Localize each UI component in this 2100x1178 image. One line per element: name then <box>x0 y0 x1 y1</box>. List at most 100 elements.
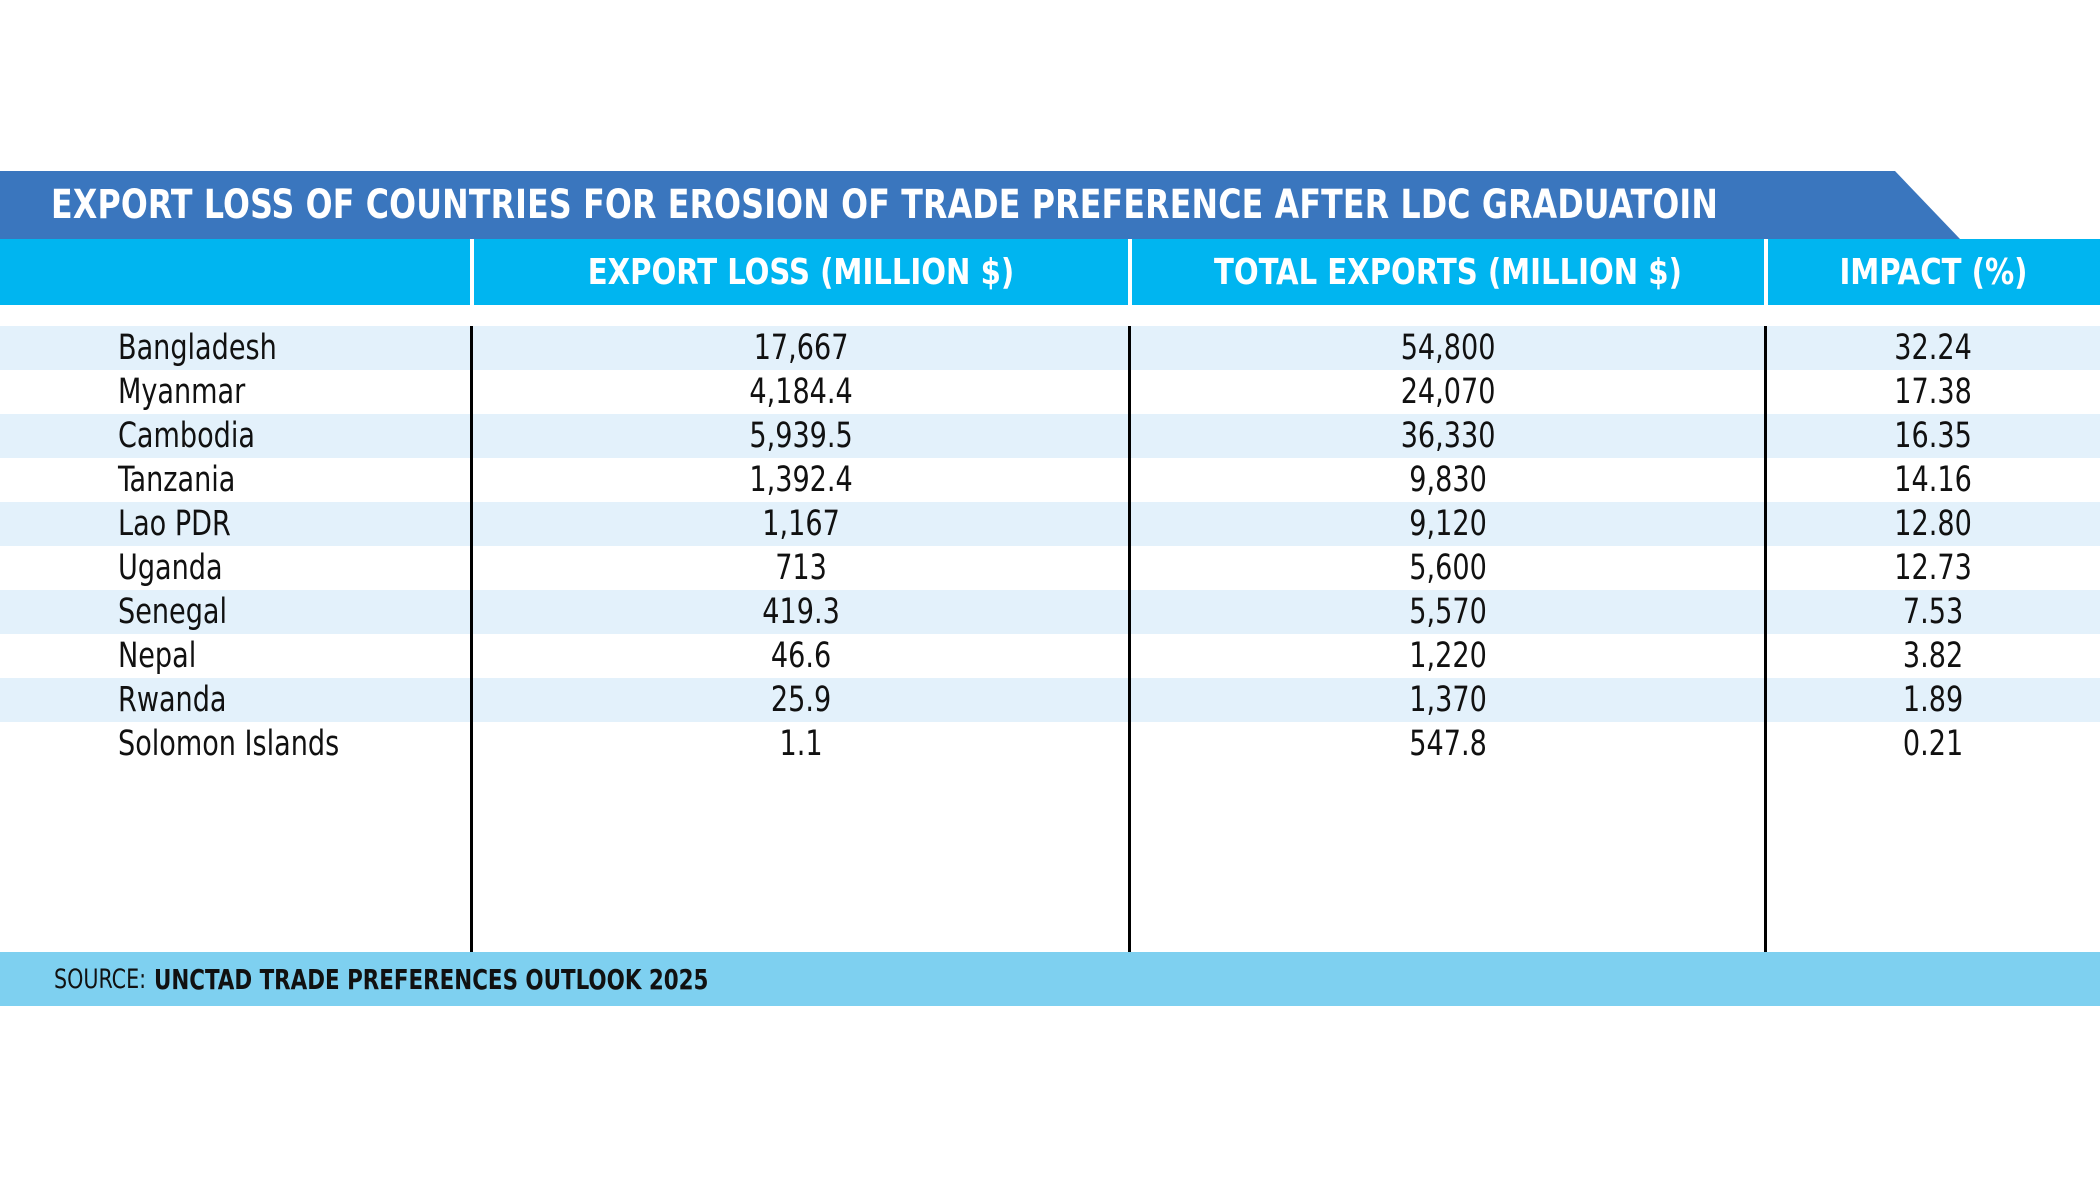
cell-export-loss: 713 <box>472 546 1130 590</box>
column-header-export-loss: EXPORT LOSS (MILLION $) <box>472 239 1130 305</box>
table-row: Rwanda 25.9 1,370 1.89 <box>0 678 2100 722</box>
cell-country-text: Lao PDR <box>118 504 231 544</box>
title-banner: EXPORT LOSS OF COUNTRIES FOR EROSION OF … <box>0 171 1960 239</box>
cell-country-text: Nepal <box>118 636 197 676</box>
cell-total-exports: 9,830 <box>1130 458 1766 502</box>
header-divider-3 <box>1764 239 1768 305</box>
cell-export-loss: 4,184.4 <box>472 370 1130 414</box>
table-row: Senegal 419.3 5,570 7.53 <box>0 590 2100 634</box>
cell-impact-text: 12.80 <box>1894 504 1972 544</box>
cell-impact: 32.24 <box>1766 326 2100 370</box>
cell-country-text: Rwanda <box>118 680 227 720</box>
cell-export-loss-text: 1.1 <box>779 724 823 764</box>
cell-country: Myanmar <box>0 370 472 414</box>
cell-export-loss: 419.3 <box>472 590 1130 634</box>
column-header-impact: IMPACT (%) <box>1766 239 2100 305</box>
table-header-row: EXPORT LOSS (MILLION $) TOTAL EXPORTS (M… <box>0 239 2100 305</box>
cell-country: Rwanda <box>0 678 472 722</box>
page-title: EXPORT LOSS OF COUNTRIES FOR EROSION OF … <box>51 182 1719 228</box>
cell-total-exports-text: 36,330 <box>1400 416 1496 456</box>
table-row: Cambodia 5,939.5 36,330 16.35 <box>0 414 2100 458</box>
cell-country-text: Bangladesh <box>118 328 277 368</box>
cell-impact-text: 12.73 <box>1894 548 1972 588</box>
column-header-total-exports: TOTAL EXPORTS (MILLION $) <box>1130 239 1766 305</box>
cell-impact-text: 0.21 <box>1902 724 1964 764</box>
cell-total-exports: 547.8 <box>1130 722 1766 766</box>
cell-country: Senegal <box>0 590 472 634</box>
cell-total-exports: 5,570 <box>1130 590 1766 634</box>
cell-country-text: Cambodia <box>118 416 255 456</box>
cell-country: Bangladesh <box>0 326 472 370</box>
header-divider-1 <box>470 239 474 305</box>
table-row: Nepal 46.6 1,220 3.82 <box>0 634 2100 678</box>
cell-export-loss-text: 419.3 <box>762 592 840 632</box>
cell-export-loss: 1,167 <box>472 502 1130 546</box>
cell-export-loss-text: 1,392.4 <box>749 460 853 500</box>
cell-country: Uganda <box>0 546 472 590</box>
cell-impact-text: 7.53 <box>1902 592 1964 632</box>
cell-export-loss: 25.9 <box>472 678 1130 722</box>
cell-export-loss-text: 4,184.4 <box>749 372 853 412</box>
cell-total-exports-text: 1,220 <box>1409 636 1487 676</box>
cell-export-loss-text: 713 <box>775 548 827 588</box>
table-row: Myanmar 4,184.4 24,070 17.38 <box>0 370 2100 414</box>
cell-country: Cambodia <box>0 414 472 458</box>
column-divider-1 <box>470 326 473 952</box>
cell-total-exports-text: 547.8 <box>1409 724 1487 764</box>
cell-impact-text: 1.89 <box>1902 680 1964 720</box>
cell-impact-text: 17.38 <box>1894 372 1972 412</box>
cell-country: Solomon Islands <box>0 722 472 766</box>
table-row: Bangladesh 17,667 54,800 32.24 <box>0 326 2100 370</box>
column-header-impact-label: IMPACT (%) <box>1838 251 2028 293</box>
cell-impact: 0.21 <box>1766 722 2100 766</box>
cell-impact: 14.16 <box>1766 458 2100 502</box>
table-row: Tanzania 1,392.4 9,830 14.16 <box>0 458 2100 502</box>
cell-impact: 17.38 <box>1766 370 2100 414</box>
cell-total-exports: 5,600 <box>1130 546 1766 590</box>
cell-country: Nepal <box>0 634 472 678</box>
cell-total-exports: 9,120 <box>1130 502 1766 546</box>
column-header-export-loss-label: EXPORT LOSS (MILLION $) <box>587 251 1015 293</box>
cell-export-loss-text: 46.6 <box>770 636 832 676</box>
cell-country-text: Uganda <box>118 548 223 588</box>
column-header-total-exports-label: TOTAL EXPORTS (MILLION $) <box>1214 251 1682 293</box>
cell-impact-text: 3.82 <box>1902 636 1964 676</box>
cell-total-exports: 24,070 <box>1130 370 1766 414</box>
cell-impact: 16.35 <box>1766 414 2100 458</box>
cell-country: Tanzania <box>0 458 472 502</box>
cell-total-exports-text: 9,830 <box>1409 460 1487 500</box>
cell-impact: 7.53 <box>1766 590 2100 634</box>
source-value: UNCTAD TRADE PREFERENCES OUTLOOK 2025 <box>154 962 709 996</box>
cell-impact-text: 14.16 <box>1894 460 1972 500</box>
column-header-country <box>0 239 472 305</box>
cell-impact: 12.80 <box>1766 502 2100 546</box>
cell-total-exports-text: 5,600 <box>1409 548 1487 588</box>
cell-impact: 12.73 <box>1766 546 2100 590</box>
table-row: Solomon Islands 1.1 547.8 0.21 <box>0 722 2100 766</box>
cell-total-exports-text: 5,570 <box>1409 592 1487 632</box>
cell-country: Lao PDR <box>0 502 472 546</box>
cell-total-exports-text: 9,120 <box>1409 504 1487 544</box>
cell-impact: 1.89 <box>1766 678 2100 722</box>
header-body-gap <box>0 305 2100 326</box>
column-divider-3 <box>1764 326 1767 952</box>
cell-export-loss-text: 5,939.5 <box>749 416 853 456</box>
cell-export-loss: 1,392.4 <box>472 458 1130 502</box>
header-divider-2 <box>1128 239 1132 305</box>
table-row: Lao PDR 1,167 9,120 12.80 <box>0 502 2100 546</box>
cell-total-exports-text: 24,070 <box>1400 372 1496 412</box>
table-row: Uganda 713 5,600 12.73 <box>0 546 2100 590</box>
cell-country-text: Tanzania <box>118 460 236 500</box>
cell-total-exports-text: 54,800 <box>1400 328 1496 368</box>
cell-impact-text: 32.24 <box>1894 328 1972 368</box>
source-bar: SOURCE: UNCTAD TRADE PREFERENCES OUTLOOK… <box>0 952 2100 1006</box>
cell-export-loss: 5,939.5 <box>472 414 1130 458</box>
cell-impact: 3.82 <box>1766 634 2100 678</box>
cell-total-exports-text: 1,370 <box>1409 680 1487 720</box>
cell-export-loss-text: 25.9 <box>770 680 832 720</box>
cell-export-loss-text: 1,167 <box>762 504 840 544</box>
cell-impact-text: 16.35 <box>1894 416 1972 456</box>
table-rows: Bangladesh 17,667 54,800 32.24 Myanmar 4,184.… <box>0 326 2100 766</box>
cell-export-loss: 1.1 <box>472 722 1130 766</box>
